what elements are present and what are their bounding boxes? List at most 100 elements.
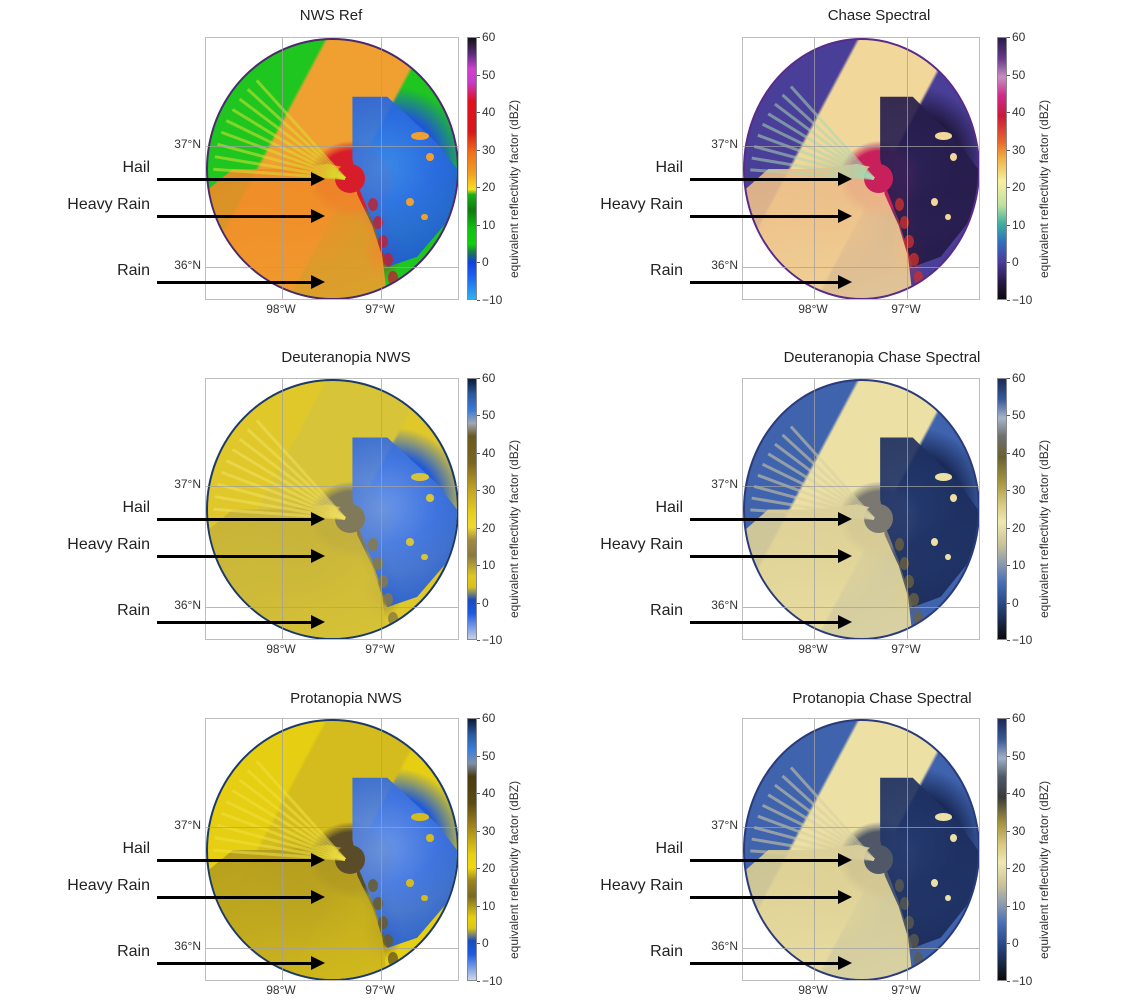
colorbar-tick-label: 50 xyxy=(482,408,496,422)
colorbar-tick-label: 30 xyxy=(482,824,496,838)
radar-sweep-disk xyxy=(206,719,458,980)
panel-title: Protanopia NWS xyxy=(290,690,402,707)
colorbar-tick-mark xyxy=(1007,75,1010,76)
isolated-cell xyxy=(935,813,953,821)
longitude-tick-label: 98°W xyxy=(798,302,828,316)
latitude-tick-label: 36°N xyxy=(711,258,738,272)
gridline-98w xyxy=(814,379,815,639)
colorbar-tick-mark xyxy=(477,718,480,719)
isolated-cell xyxy=(935,472,953,481)
colorbar-tick-label: 40 xyxy=(482,786,496,800)
convective-cell xyxy=(378,915,389,929)
convective-cell xyxy=(383,934,394,948)
annotation-arrow-icon xyxy=(690,172,852,186)
colorbar-tick-mark xyxy=(1007,793,1010,794)
colorbar-tick-label: 20 xyxy=(482,180,496,194)
annotation-arrow-icon xyxy=(157,615,325,629)
annotation-label-hail: Hail xyxy=(655,840,683,857)
colorbar-tick-label: 30 xyxy=(482,143,496,157)
convective-cell xyxy=(378,234,389,248)
latitude-tick-label: 37°N xyxy=(174,137,201,151)
colorbar-tick-label: 10 xyxy=(482,218,496,232)
radar-sweep-disk xyxy=(743,38,979,299)
colorbar-tick-mark xyxy=(1007,981,1010,982)
annotation-label-rain: Rain xyxy=(117,262,150,279)
annotation-label-hail: Hail xyxy=(122,159,150,176)
latitude-tick-label: 37°N xyxy=(711,477,738,491)
colorbar-tick-label: −10 xyxy=(1012,293,1033,307)
colorbar-tick-mark xyxy=(477,453,480,454)
gridline-97w xyxy=(381,379,382,639)
colorbar-tick-mark xyxy=(477,943,480,944)
isolated-cell xyxy=(935,132,953,140)
panel-title: Protanopia Chase Spectral xyxy=(792,690,972,707)
isolated-cell xyxy=(944,894,951,902)
colorbar-tick-label: 10 xyxy=(1012,218,1026,232)
colorbar-tick-mark xyxy=(477,378,480,379)
convective-cell xyxy=(913,611,924,625)
colorbar-tick-mark xyxy=(1007,565,1010,566)
colorbar-tick-mark xyxy=(1007,868,1010,869)
colorbar-tick-label: 40 xyxy=(482,105,496,119)
colorbar xyxy=(467,718,477,981)
annotation-arrow-icon xyxy=(157,956,325,970)
gridline-37n xyxy=(206,486,458,487)
colorbar-tick-label: 30 xyxy=(482,483,496,497)
annotation-arrow-icon xyxy=(690,275,852,289)
annotation-arrow-icon xyxy=(690,956,852,970)
convective-cell xyxy=(913,952,924,966)
longitude-tick-label: 98°W xyxy=(798,983,828,997)
colorbar-tick-mark xyxy=(1007,528,1010,529)
colorbar-tick-mark xyxy=(1007,37,1010,38)
convective-cell xyxy=(894,538,905,552)
colorbar-label: equivalent reflectivity factor (dBZ) xyxy=(507,439,521,618)
isolated-cell xyxy=(930,197,938,206)
convective-cell xyxy=(373,897,384,911)
latitude-tick-label: 37°N xyxy=(174,477,201,491)
convective-cell xyxy=(899,897,910,911)
colorbar-tick-label: 50 xyxy=(1012,408,1026,422)
colorbar xyxy=(997,378,1007,640)
colorbar-tick-label: 30 xyxy=(1012,824,1026,838)
colorbar-tick-label: 0 xyxy=(482,596,489,610)
colorbar-label: equivalent reflectivity factor (dBZ) xyxy=(507,780,521,959)
isolated-cell xyxy=(426,834,435,842)
annotation-arrow-icon xyxy=(690,512,852,526)
convective-cell xyxy=(894,197,905,211)
isolated-cell xyxy=(949,493,957,502)
colorbar-tick-mark xyxy=(1007,300,1010,301)
annotation-label-heavy-rain: Heavy Rain xyxy=(67,196,150,213)
colorbar-tick-label: 0 xyxy=(482,255,489,269)
colorbar-tick-mark xyxy=(477,415,480,416)
colorbar-tick-label: 20 xyxy=(1012,521,1026,535)
annotation-arrow-icon xyxy=(690,615,852,629)
annotation-arrow-icon xyxy=(157,172,325,186)
isolated-cell xyxy=(411,132,429,140)
colorbar-tick-mark xyxy=(1007,906,1010,907)
gridline-97w xyxy=(907,379,908,639)
panel-title: Deuteranopia Chase Spectral xyxy=(783,349,981,366)
colorbar-tick-mark xyxy=(1007,603,1010,604)
annotation-label-hail: Hail xyxy=(122,840,150,857)
colorbar-tick-mark xyxy=(477,906,480,907)
colorbar-tick-mark xyxy=(1007,453,1010,454)
colorbar-tick-mark xyxy=(477,981,480,982)
annotation-label-heavy-rain: Heavy Rain xyxy=(600,877,683,894)
annotation-label-rain: Rain xyxy=(117,602,150,619)
latitude-tick-label: 36°N xyxy=(711,598,738,612)
isolated-cell xyxy=(949,153,957,161)
convective-cell xyxy=(378,574,389,588)
gridline-37n xyxy=(206,146,458,147)
annotation-label-heavy-rain: Heavy Rain xyxy=(600,196,683,213)
map-axes xyxy=(205,37,459,300)
gridline-37n xyxy=(206,827,458,828)
isolated-cell xyxy=(426,493,435,502)
convective-cell xyxy=(388,952,399,966)
annotation-label-hail: Hail xyxy=(655,499,683,516)
colorbar-tick-label: 20 xyxy=(482,861,496,875)
gridline-97w xyxy=(381,38,382,299)
gridline-98w xyxy=(814,38,815,299)
colorbar-tick-label: 10 xyxy=(1012,558,1026,572)
longitude-tick-label: 97°W xyxy=(365,302,395,316)
isolated-cell xyxy=(421,894,428,902)
